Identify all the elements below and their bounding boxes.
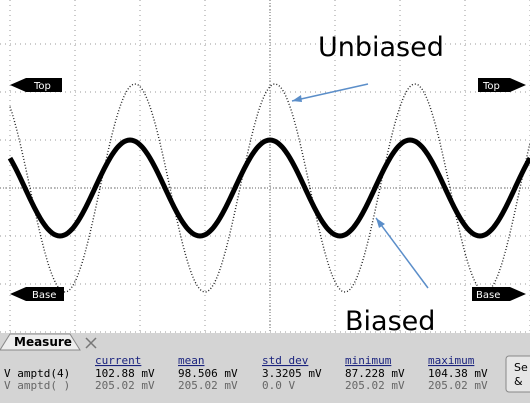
marker: Base: [472, 287, 526, 301]
cell: 104.38 mV: [428, 367, 488, 380]
measure-tab[interactable]: [0, 333, 81, 351]
marker-label: Base: [476, 290, 500, 301]
marker: Base: [10, 287, 64, 301]
button-label: &: [514, 375, 523, 388]
arrow: [375, 217, 429, 289]
arrow-head: [376, 218, 385, 228]
column-header: maximum: [428, 354, 475, 367]
side-button[interactable]: [505, 355, 530, 393]
column-header: current: [95, 354, 141, 367]
marker-label: Top: [482, 81, 500, 92]
arrow: [291, 83, 369, 102]
biased-trace: [7, 137, 530, 239]
column-header: std dev: [262, 354, 309, 367]
cell: 3.3205 mV: [262, 367, 322, 380]
row-label: V amptd( ): [4, 379, 70, 392]
cell: 87.228 mV: [345, 367, 405, 380]
cell: 205.02 mV: [95, 379, 155, 392]
marker-label: Top: [33, 81, 51, 92]
close-icon[interactable]: [85, 337, 97, 349]
cell: 0.0 V: [262, 379, 295, 392]
measure-title: Measure: [14, 335, 72, 349]
row-label: V amptd(4): [4, 367, 70, 380]
arrow-head: [292, 95, 302, 102]
button-label: Se: [514, 361, 528, 374]
marker: Top: [478, 78, 526, 92]
cell: 205.02 mV: [428, 379, 488, 392]
cell: 205.02 mV: [178, 379, 238, 392]
marker-label: Base: [32, 290, 56, 301]
annotation: Unbiased: [318, 32, 444, 63]
cell: 98.506 mV: [178, 367, 238, 380]
cell: 102.88 mV: [95, 367, 155, 380]
waveforms: [7, 83, 530, 293]
marker: Top: [10, 78, 62, 92]
column-header: minimum: [345, 354, 392, 367]
annotation: Biased: [345, 306, 435, 337]
column-header: mean: [178, 354, 205, 367]
measure-table: current mean std dev minimum maximum V amptd(…: [4, 354, 488, 392]
cell: 205.02 mV: [345, 379, 405, 392]
